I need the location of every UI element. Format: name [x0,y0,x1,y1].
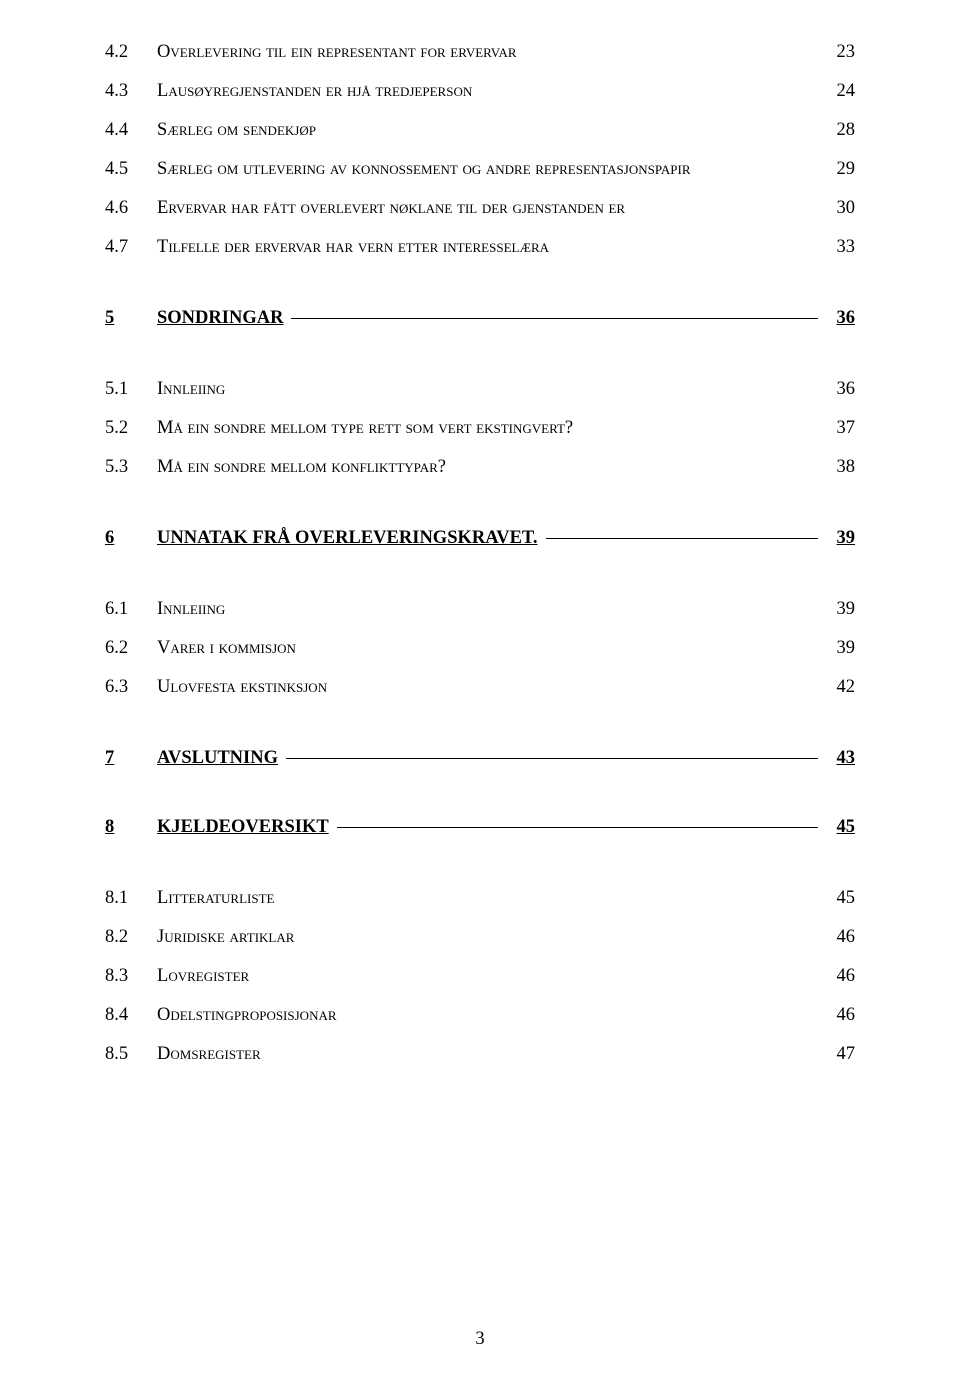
toc-entry: 4.2 Overlevering til ein representant fo… [105,40,855,65]
page-number: 3 [0,1329,960,1350]
toc-title: Innleiing [157,597,820,622]
toc-title: Overlevering til ein representant for er… [157,40,820,65]
toc-section-head: 6 UNNATAK FRÅ OVERLEVERINGSKRAVET. 39 [105,528,855,549]
toc-number: 8 [105,817,157,838]
toc-page: 30 [820,196,855,221]
toc-entry: 8.2 Juridiske artiklar 46 [105,925,855,950]
toc-entry: 4.5 Særleg om utlevering av konnossement… [105,157,855,182]
toc-page: 28 [820,118,855,143]
toc-title: Odelstingproposisjonar [157,1003,820,1028]
toc-number: 4.6 [105,196,157,221]
toc-title: Litteraturliste [157,886,820,911]
toc-entry: 8.1 Litteraturliste 45 [105,886,855,911]
toc-leader-line [291,318,818,319]
toc-number: 6.2 [105,636,157,661]
toc-page: 45 [820,817,855,838]
toc-page: 39 [820,528,855,549]
toc-entry: 6.2 Varer i kommisjon 39 [105,636,855,661]
toc-number: 6 [105,528,157,549]
toc-number: 8.1 [105,886,157,911]
toc-number: 6.3 [105,675,157,700]
toc-section-head: 5 SONDRINGAR 36 [105,308,855,329]
toc-title: Må ein sondre mellom konflikttypar? [157,455,820,480]
toc-title: Varer i kommisjon [157,636,820,661]
toc-number: 8.5 [105,1042,157,1067]
toc-page: 36 [820,377,855,402]
toc-section-head: 7 AVSLUTNING 43 [105,748,855,769]
toc-number: 4.5 [105,157,157,182]
toc-entry: 8.4 Odelstingproposisjonar 46 [105,1003,855,1028]
toc-title: Tilfelle der ervervar har vern etter int… [157,235,820,260]
toc-title: Lovregister [157,964,820,989]
toc-title: Ervervar har fått overlevert nøklane til… [157,196,820,221]
toc-number: 8.4 [105,1003,157,1028]
toc-page: 42 [820,675,855,700]
toc-number: 5.2 [105,416,157,441]
toc-leader-line [286,758,818,759]
toc-title: Ulovfesta ekstinksjon [157,675,820,700]
toc-entry: 4.7 Tilfelle der ervervar har vern etter… [105,235,855,260]
toc-page: 36 [820,308,855,329]
toc-number: 4.3 [105,79,157,104]
toc-page: 24 [820,79,855,104]
toc-container: 4.2 Overlevering til ein representant fo… [105,40,855,1066]
toc-title: Domsregister [157,1042,820,1067]
toc-page: 23 [820,40,855,65]
toc-entry: 4.3 Lausøyregjenstanden er hjå tredjeper… [105,79,855,104]
toc-entry: 5.3 Må ein sondre mellom konflikttypar? … [105,455,855,480]
toc-number: 6.1 [105,597,157,622]
toc-number: 8.3 [105,964,157,989]
toc-page: 46 [820,925,855,950]
toc-page: 46 [820,1003,855,1028]
toc-entry: 6.3 Ulovfesta ekstinksjon 42 [105,675,855,700]
toc-title: Lausøyregjenstanden er hjå tredjeperson [157,79,820,104]
toc-leader-line [546,538,819,539]
toc-number: 8.2 [105,925,157,950]
toc-page: 38 [820,455,855,480]
toc-entry: 6.1 Innleiing 39 [105,597,855,622]
toc-page: 43 [820,748,855,769]
toc-title: Særleg om sendekjøp [157,118,820,143]
toc-entry: 5.1 Innleiing 36 [105,377,855,402]
toc-number: 5 [105,308,157,329]
toc-section-head: 8 KJELDEOVERSIKT 45 [105,817,855,838]
toc-entry: 4.6 Ervervar har fått overlevert nøklane… [105,196,855,221]
toc-number: 5.1 [105,377,157,402]
toc-page: 39 [820,597,855,622]
toc-title: Innleiing [157,377,820,402]
toc-title: Juridiske artiklar [157,925,820,950]
toc-entry: 4.4 Særleg om sendekjøp 28 [105,118,855,143]
toc-entry: 5.2 Må ein sondre mellom type rett som v… [105,416,855,441]
toc-page: 45 [820,886,855,911]
toc-number: 5.3 [105,455,157,480]
toc-page: 37 [820,416,855,441]
toc-entry: 8.5 Domsregister 47 [105,1042,855,1067]
toc-title: AVSLUTNING [157,748,278,769]
toc-number: 4.4 [105,118,157,143]
toc-number: 4.2 [105,40,157,65]
toc-page: 39 [820,636,855,661]
toc-title: SONDRINGAR [157,308,283,329]
toc-page: 46 [820,964,855,989]
toc-number: 4.7 [105,235,157,260]
toc-leader-line [337,827,818,828]
toc-title: UNNATAK FRÅ OVERLEVERINGSKRAVET. [157,528,538,549]
toc-title: KJELDEOVERSIKT [157,817,329,838]
toc-title: Særleg om utlevering av konnossement og … [157,157,820,182]
toc-page: 47 [820,1042,855,1067]
toc-entry: 8.3 Lovregister 46 [105,964,855,989]
toc-title: Må ein sondre mellom type rett som vert … [157,416,820,441]
toc-page: 29 [820,157,855,182]
toc-page: 33 [820,235,855,260]
toc-number: 7 [105,748,157,769]
